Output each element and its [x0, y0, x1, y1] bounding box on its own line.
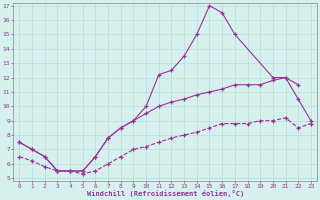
X-axis label: Windchill (Refroidissement éolien,°C): Windchill (Refroidissement éolien,°C): [86, 190, 244, 197]
